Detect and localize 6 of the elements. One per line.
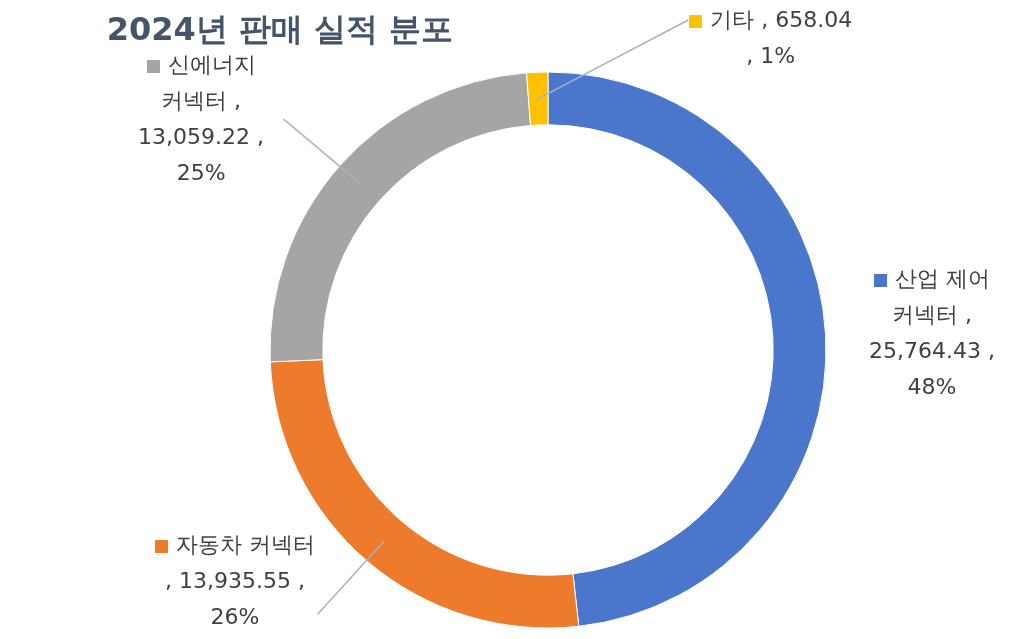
legend-label: 자동차 커넥터	[176, 532, 316, 557]
data-label: , 13,935.55 , 26%	[165, 568, 306, 629]
legend-label: 산업 제어 커넥터 , 25,764.43 , 48%	[869, 266, 995, 400]
legend-label: 기타 , 658.04 , 1%	[710, 7, 853, 68]
legend-label: 신에너지 커넥터 , 13,059.22 , 25%	[138, 52, 265, 186]
chart-title: 2024년 판매 실적 분포	[105, 9, 455, 50]
